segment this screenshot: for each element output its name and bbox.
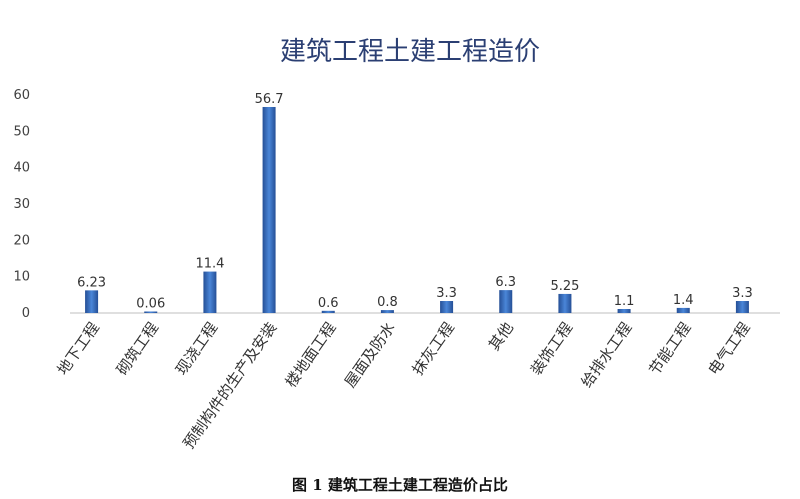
category-label: 现浇工程 [172,319,221,378]
chart-title: 建筑工程土建工程造价 [280,37,540,67]
y-tick-label: 40 [13,161,30,176]
category-label: 给排水工程 [578,319,636,391]
y-tick-label: 10 [13,270,30,285]
y-tick-label: 50 [13,124,30,139]
bar [262,106,276,314]
bar [85,290,99,313]
bar [499,290,513,313]
category-label: 楼地面工程 [282,319,340,391]
category-label: 屋面及防水 [341,319,399,391]
category-label: 抹灰工程 [409,319,458,378]
data-label: 0.06 [136,297,165,312]
bar [203,271,217,313]
bar [380,310,394,313]
bars [85,106,749,314]
data-label: 1.4 [673,293,694,308]
data-label: 56.7 [255,92,284,107]
bar [321,310,335,313]
bar [558,293,572,313]
category-label: 地下工程 [54,319,103,378]
category-label: 电气工程 [705,319,754,378]
data-label: 6.3 [495,275,516,290]
y-axis: 0 10 20 30 40 50 60 [13,88,780,321]
y-tick-label: 30 [13,197,30,212]
data-label: 6.23 [77,275,106,290]
y-tick-label: 0 [22,306,30,321]
category-label: 装饰工程 [527,319,576,378]
bar [144,311,158,313]
category-label: 砌筑工程 [113,319,162,378]
category-label: 其他 [485,319,517,354]
data-label: 3.3 [436,286,457,301]
figure-caption: 图 1 建筑工程土建工程造价占比 [292,476,508,494]
y-tick-label: 60 [13,88,30,103]
bar [735,301,749,313]
data-label: 11.4 [195,257,224,272]
data-label: 0.8 [377,295,398,310]
category-label: 节能工程 [645,319,694,378]
data-label: 5.25 [550,279,579,294]
data-label: 0.6 [318,296,339,311]
y-tick-label: 20 [13,233,30,248]
bar [676,307,690,313]
bar [440,301,454,313]
data-label: 1.1 [614,294,635,309]
bar [617,309,631,313]
bar-chart: 建筑工程土建工程造价 0 10 20 30 40 50 60 6.23 0.06 11.4 56.… [13,37,780,452]
data-labels: 6.23 0.06 11.4 56.7 0.6 0.8 3.3 6.3 5.25 1.1 1.4 3.… [77,92,753,312]
data-label: 3.3 [732,286,753,301]
